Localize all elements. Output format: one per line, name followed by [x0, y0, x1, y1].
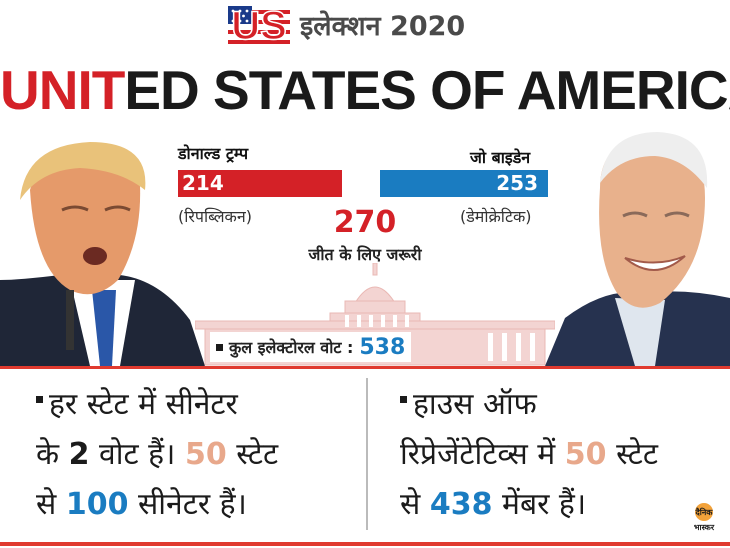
republican-candidate-name: डोनाल्ड ट्रम्प [178, 144, 249, 163]
us-flag-logo: US [228, 6, 290, 44]
house-note-text: से [400, 487, 421, 522]
senate-note-line1: हर स्टेट में सीनेटर [49, 387, 238, 422]
senate-note-text: से [36, 487, 57, 522]
senate-note-text: सीनेटर हैं। [138, 487, 247, 522]
logo-text: US [231, 6, 287, 44]
states-number: 50 [564, 437, 607, 472]
senate-note-text: स्टेट [236, 437, 279, 472]
senate-votes-number: 2 [68, 437, 90, 472]
bullet-icon [400, 396, 407, 403]
panel-divider [366, 378, 368, 530]
votes-needed-number: 270 [333, 205, 397, 240]
main-title-dark: ED STATES OF AMERICA [124, 59, 730, 121]
bullet-icon [216, 343, 223, 351]
senate-note-text: के [36, 437, 60, 472]
trump-photo [0, 130, 212, 366]
republican-party-label: (रिपब्लिकन) [178, 207, 252, 226]
header-title: इलेक्शन 2020 [300, 11, 466, 42]
house-members-number: 438 [429, 487, 493, 522]
total-electoral-votes: कुल इलेक्टोरल वोट : 538 [210, 332, 412, 362]
section-rule [0, 366, 730, 369]
total-label: कुल इलेक्टोरल वोट : [229, 338, 354, 357]
house-note: हाउस ऑफ रिप्रेजेंटेटिव्स में 50 स्टेट से… [400, 380, 658, 530]
democrat-votes-bar: 253 [380, 170, 548, 197]
dainik-bhaskar-logo: दैनिक भास्कर [694, 503, 715, 532]
house-note-text: रिप्रेजेंटेटिव्स में [400, 437, 556, 472]
senators-number: 100 [65, 487, 129, 522]
biden-photo [545, 128, 730, 366]
senate-note: हर स्टेट में सीनेटर के 2 वोट हैं। 50 स्ट… [36, 380, 278, 530]
total-value: 538 [359, 334, 406, 360]
republican-votes-bar: 214 [178, 170, 342, 197]
main-title: UNITED STATES OF AMERICA [0, 58, 730, 122]
states-number: 50 [184, 437, 227, 472]
senate-note-text: वोट हैं। [99, 437, 176, 472]
footer-rule [0, 542, 730, 546]
democrat-candidate-name: जो बाइडेन [470, 148, 531, 167]
democrat-party-label: (डेमोक्रेटिक) [460, 207, 532, 226]
votes-needed-label: जीत के लिए जरूरी [308, 245, 422, 264]
bullet-icon [36, 396, 43, 403]
main-title-red: UNIT [0, 59, 125, 121]
svg-text:भास्कर: भास्कर [694, 523, 715, 532]
house-note-text: स्टेट [616, 437, 659, 472]
house-note-text: मेंबर हैं। [502, 487, 587, 522]
house-note-line1: हाउस ऑफ [413, 387, 537, 422]
svg-text:दैनिक: दैनिक [695, 507, 714, 517]
